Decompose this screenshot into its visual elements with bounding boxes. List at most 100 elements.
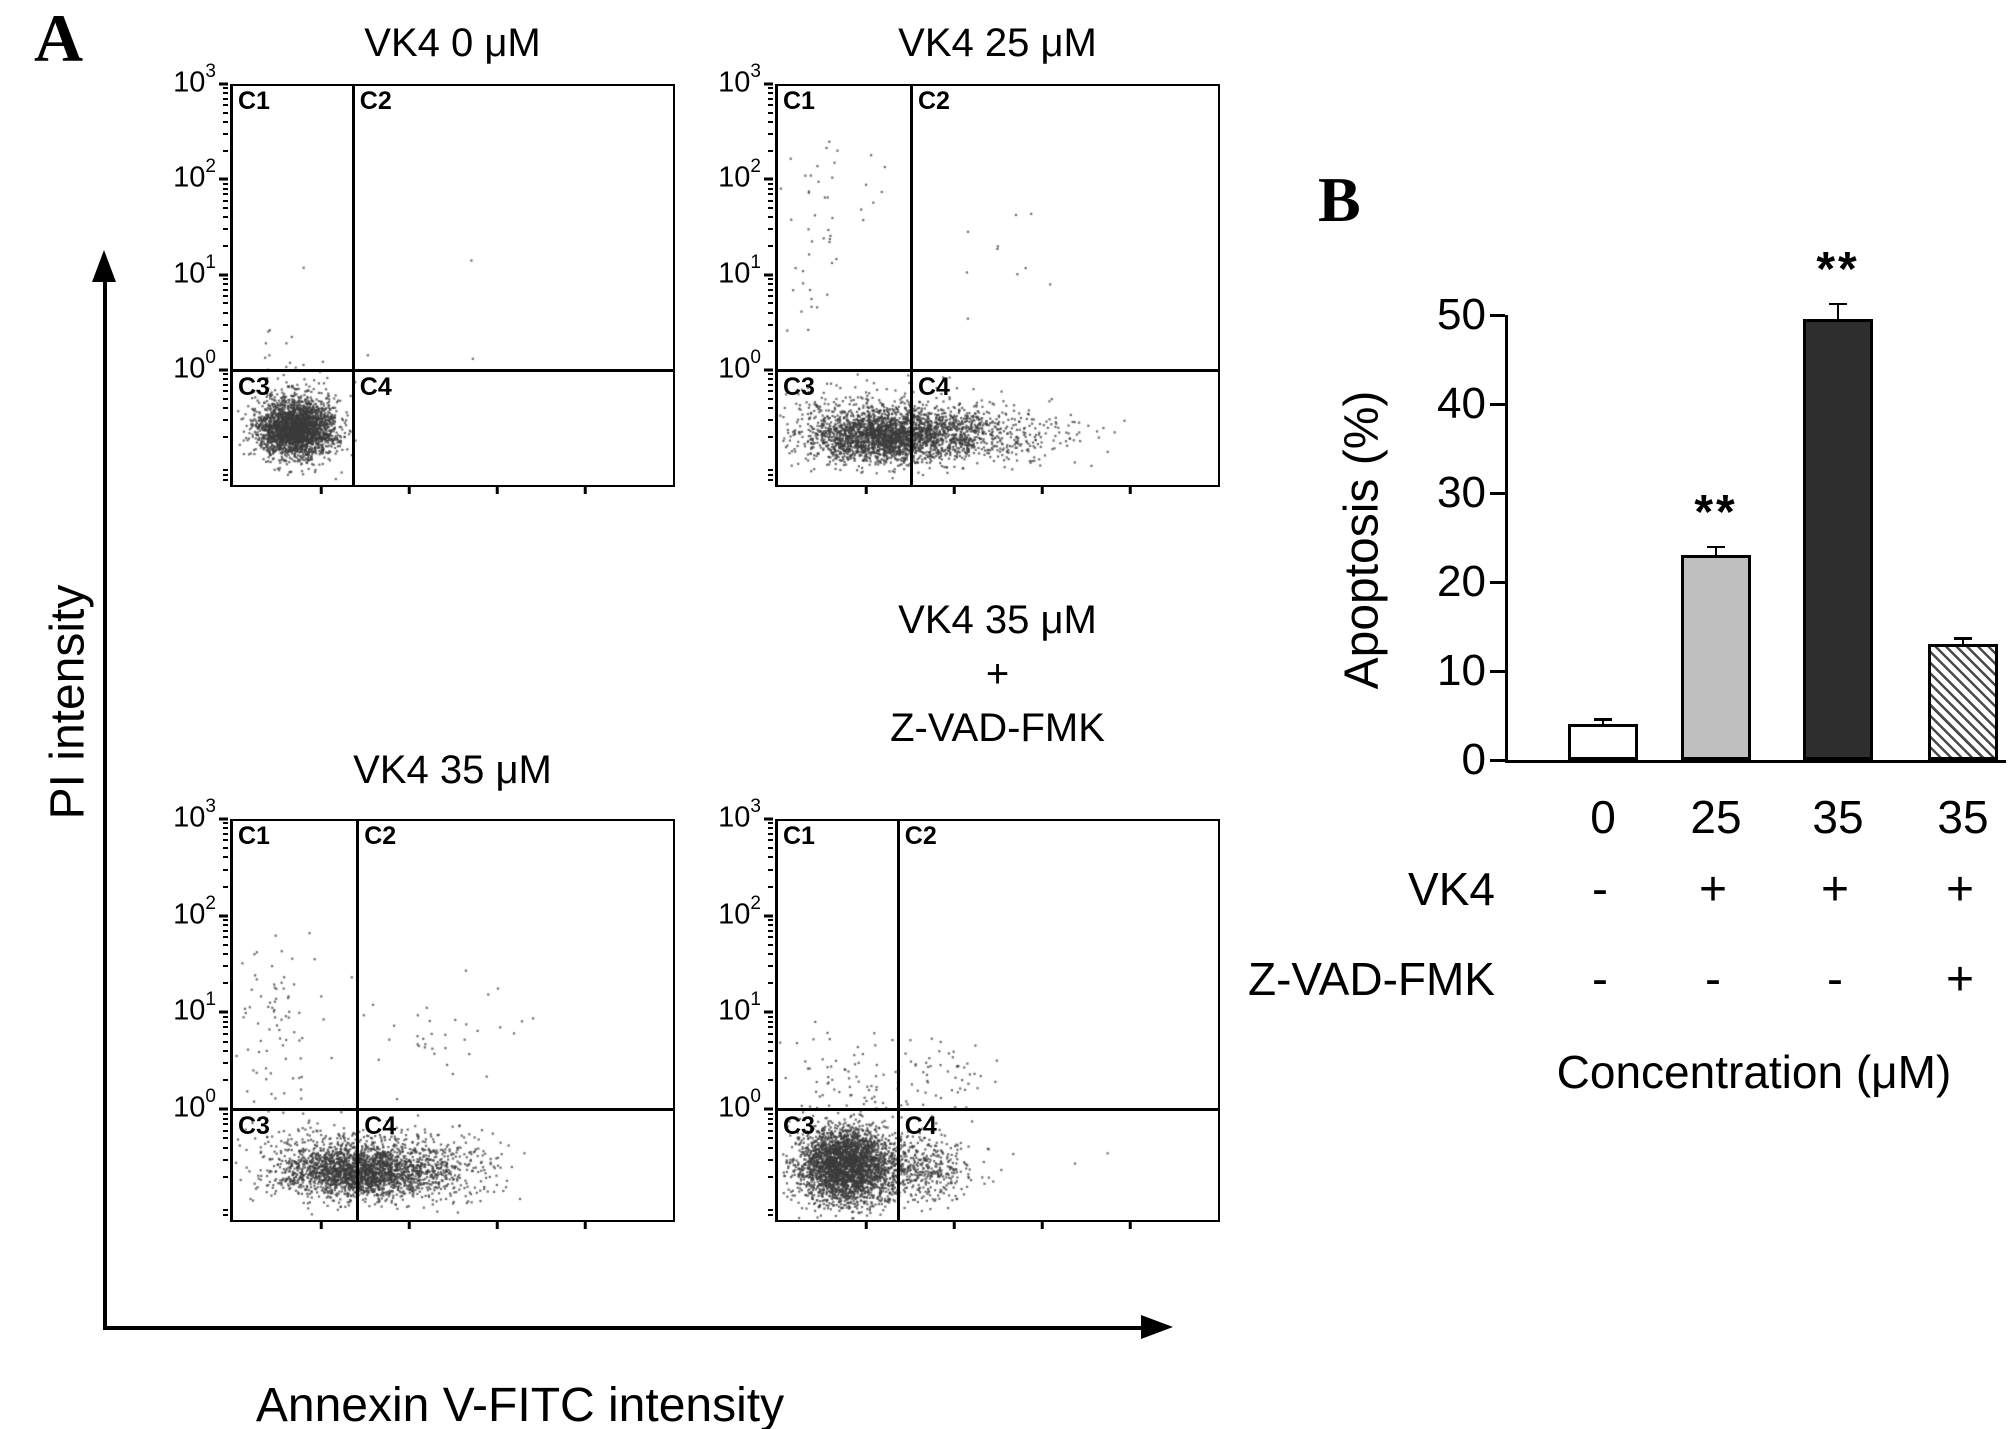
y-tick-label: 103 [173,795,216,834]
flow-plot-area: C1 C2 C3 C4 [775,84,1220,494]
flow-plot-title: VK4 0 μM [230,16,675,70]
flow-scatter-canvas [233,86,673,485]
y-minor-tick-mark [223,1209,228,1212]
y-minor-tick-mark [223,847,228,850]
y-minor-tick-mark [223,473,228,476]
y-minor-tick-mark [223,435,228,438]
y-minor-tick-mark [223,111,228,114]
flow-scatter-canvas [778,821,1218,1220]
panel-a-label: A [34,0,84,76]
y-minor-tick-mark [223,278,228,281]
y-minor-tick-mark [768,479,773,482]
treatment-sign: - [1592,953,1608,1006]
y-tick-label: 101 [718,251,761,290]
bar-x-tick-label: 0 [1590,791,1616,843]
y-minor-tick-mark [223,822,228,825]
y-minor-tick-mark [223,1062,228,1064]
y-minor-tick-mark [223,1137,228,1140]
y-minor-tick-mark [223,1129,228,1132]
y-minor-tick-mark [768,1040,773,1043]
y-minor-tick-mark [223,187,228,190]
panel-b-label: B [1318,164,1361,235]
flow-scatter-canvas [778,86,1218,485]
y-minor-tick-mark [768,97,773,100]
y-tick-label: 101 [173,251,216,290]
treatment-sign: - [1592,863,1608,916]
y-minor-tick-mark [223,965,228,968]
y-minor-tick-mark [768,390,773,393]
quadrant-vertical-gate [351,86,355,485]
flow-plot-title-line: VK4 0 μM [364,21,541,65]
y-minor-tick-mark [223,1112,228,1115]
error-bar [1601,720,1605,725]
y-minor-tick-mark [768,924,773,927]
y-minor-tick-mark [768,953,773,956]
x-tick-mark [1128,1220,1132,1229]
y-minor-tick-mark [768,207,773,210]
y-tick-label: 101 [718,989,761,1028]
error-bar [1961,639,1965,645]
y-tick-mark [219,1107,228,1111]
y-minor-tick-mark [223,383,228,386]
flow-plot-title-line: VK4 35 μM [353,748,552,792]
y-tick-label: 103 [718,60,761,99]
y-minor-tick-mark [223,1049,228,1052]
y-minor-tick-mark [223,919,228,922]
y-tick-label: 102 [718,892,761,931]
error-bar [1836,305,1840,320]
y-minor-tick-mark [223,1175,228,1178]
y-minor-tick-mark [223,132,228,135]
quadrant-label-c2: C2 [904,822,937,850]
y-minor-tick-mark [768,1146,773,1149]
y-minor-tick-mark [768,132,773,135]
annexin-axis-arrow [103,1316,1173,1338]
x-tick-mark [495,485,499,494]
y-minor-tick-mark [223,294,228,297]
y-minor-tick-mark [768,397,773,400]
bar-25-1 [1681,555,1751,760]
y-tick-label: 102 [173,892,216,931]
flow-y-axis: 103 102 101 100 [695,61,773,487]
y-minor-tick-mark [768,302,773,305]
y-tick-mark [219,82,228,86]
y-tick-mark [764,273,773,277]
bar-y-tick-mark [1490,491,1505,495]
y-minor-tick-mark [768,919,773,922]
y-minor-tick-mark [223,97,228,100]
y-tick-mark [764,1010,773,1014]
y-tick-mark [219,817,228,821]
y-minor-tick-mark [768,199,773,202]
y-minor-tick-mark [223,245,228,248]
y-minor-tick-mark [768,1209,773,1212]
y-minor-tick-mark [223,92,228,95]
flow-plot-vk4-0um: VK4 0 μM 103 102 101 100 C1 C2 C3 C4 [150,8,680,658]
y-minor-tick-mark [223,953,228,956]
y-minor-tick-mark [223,1117,228,1120]
y-minor-tick-mark [223,397,228,400]
bar-y-tick-mark [1490,758,1505,762]
x-tick-mark [952,485,956,494]
y-minor-tick-mark [768,1117,773,1120]
y-minor-tick-mark [768,193,773,196]
y-tick-label: 100 [173,1086,216,1124]
quadrant-label-c2: C2 [918,87,950,115]
y-minor-tick-mark [768,373,773,376]
y-minor-tick-mark [768,982,773,985]
x-tick-mark [1040,485,1044,494]
y-minor-tick-mark [768,216,773,219]
y-tick-mark [764,368,773,372]
x-tick-mark [1040,1220,1044,1229]
quadrant-label-c4: C4 [364,1112,397,1141]
y-minor-tick-mark [223,419,228,421]
y-minor-tick-mark [768,473,773,476]
y-minor-tick-mark [223,199,228,202]
y-minor-tick-mark [223,207,228,210]
apoptosis-bar-chart: 0 10 20 30 40 50 0 ** 25 ** 35 35 [1437,243,2006,843]
quadrant-horizontal-gate [233,1108,673,1112]
y-minor-tick-mark [768,294,773,297]
treatment-signs-vk4: - + + + [1505,862,2003,922]
y-tick-mark [764,914,773,918]
treatment-sign: + [1698,863,1728,916]
quadrant-vertical-gate [896,821,900,1220]
y-minor-tick-mark [223,1040,228,1043]
